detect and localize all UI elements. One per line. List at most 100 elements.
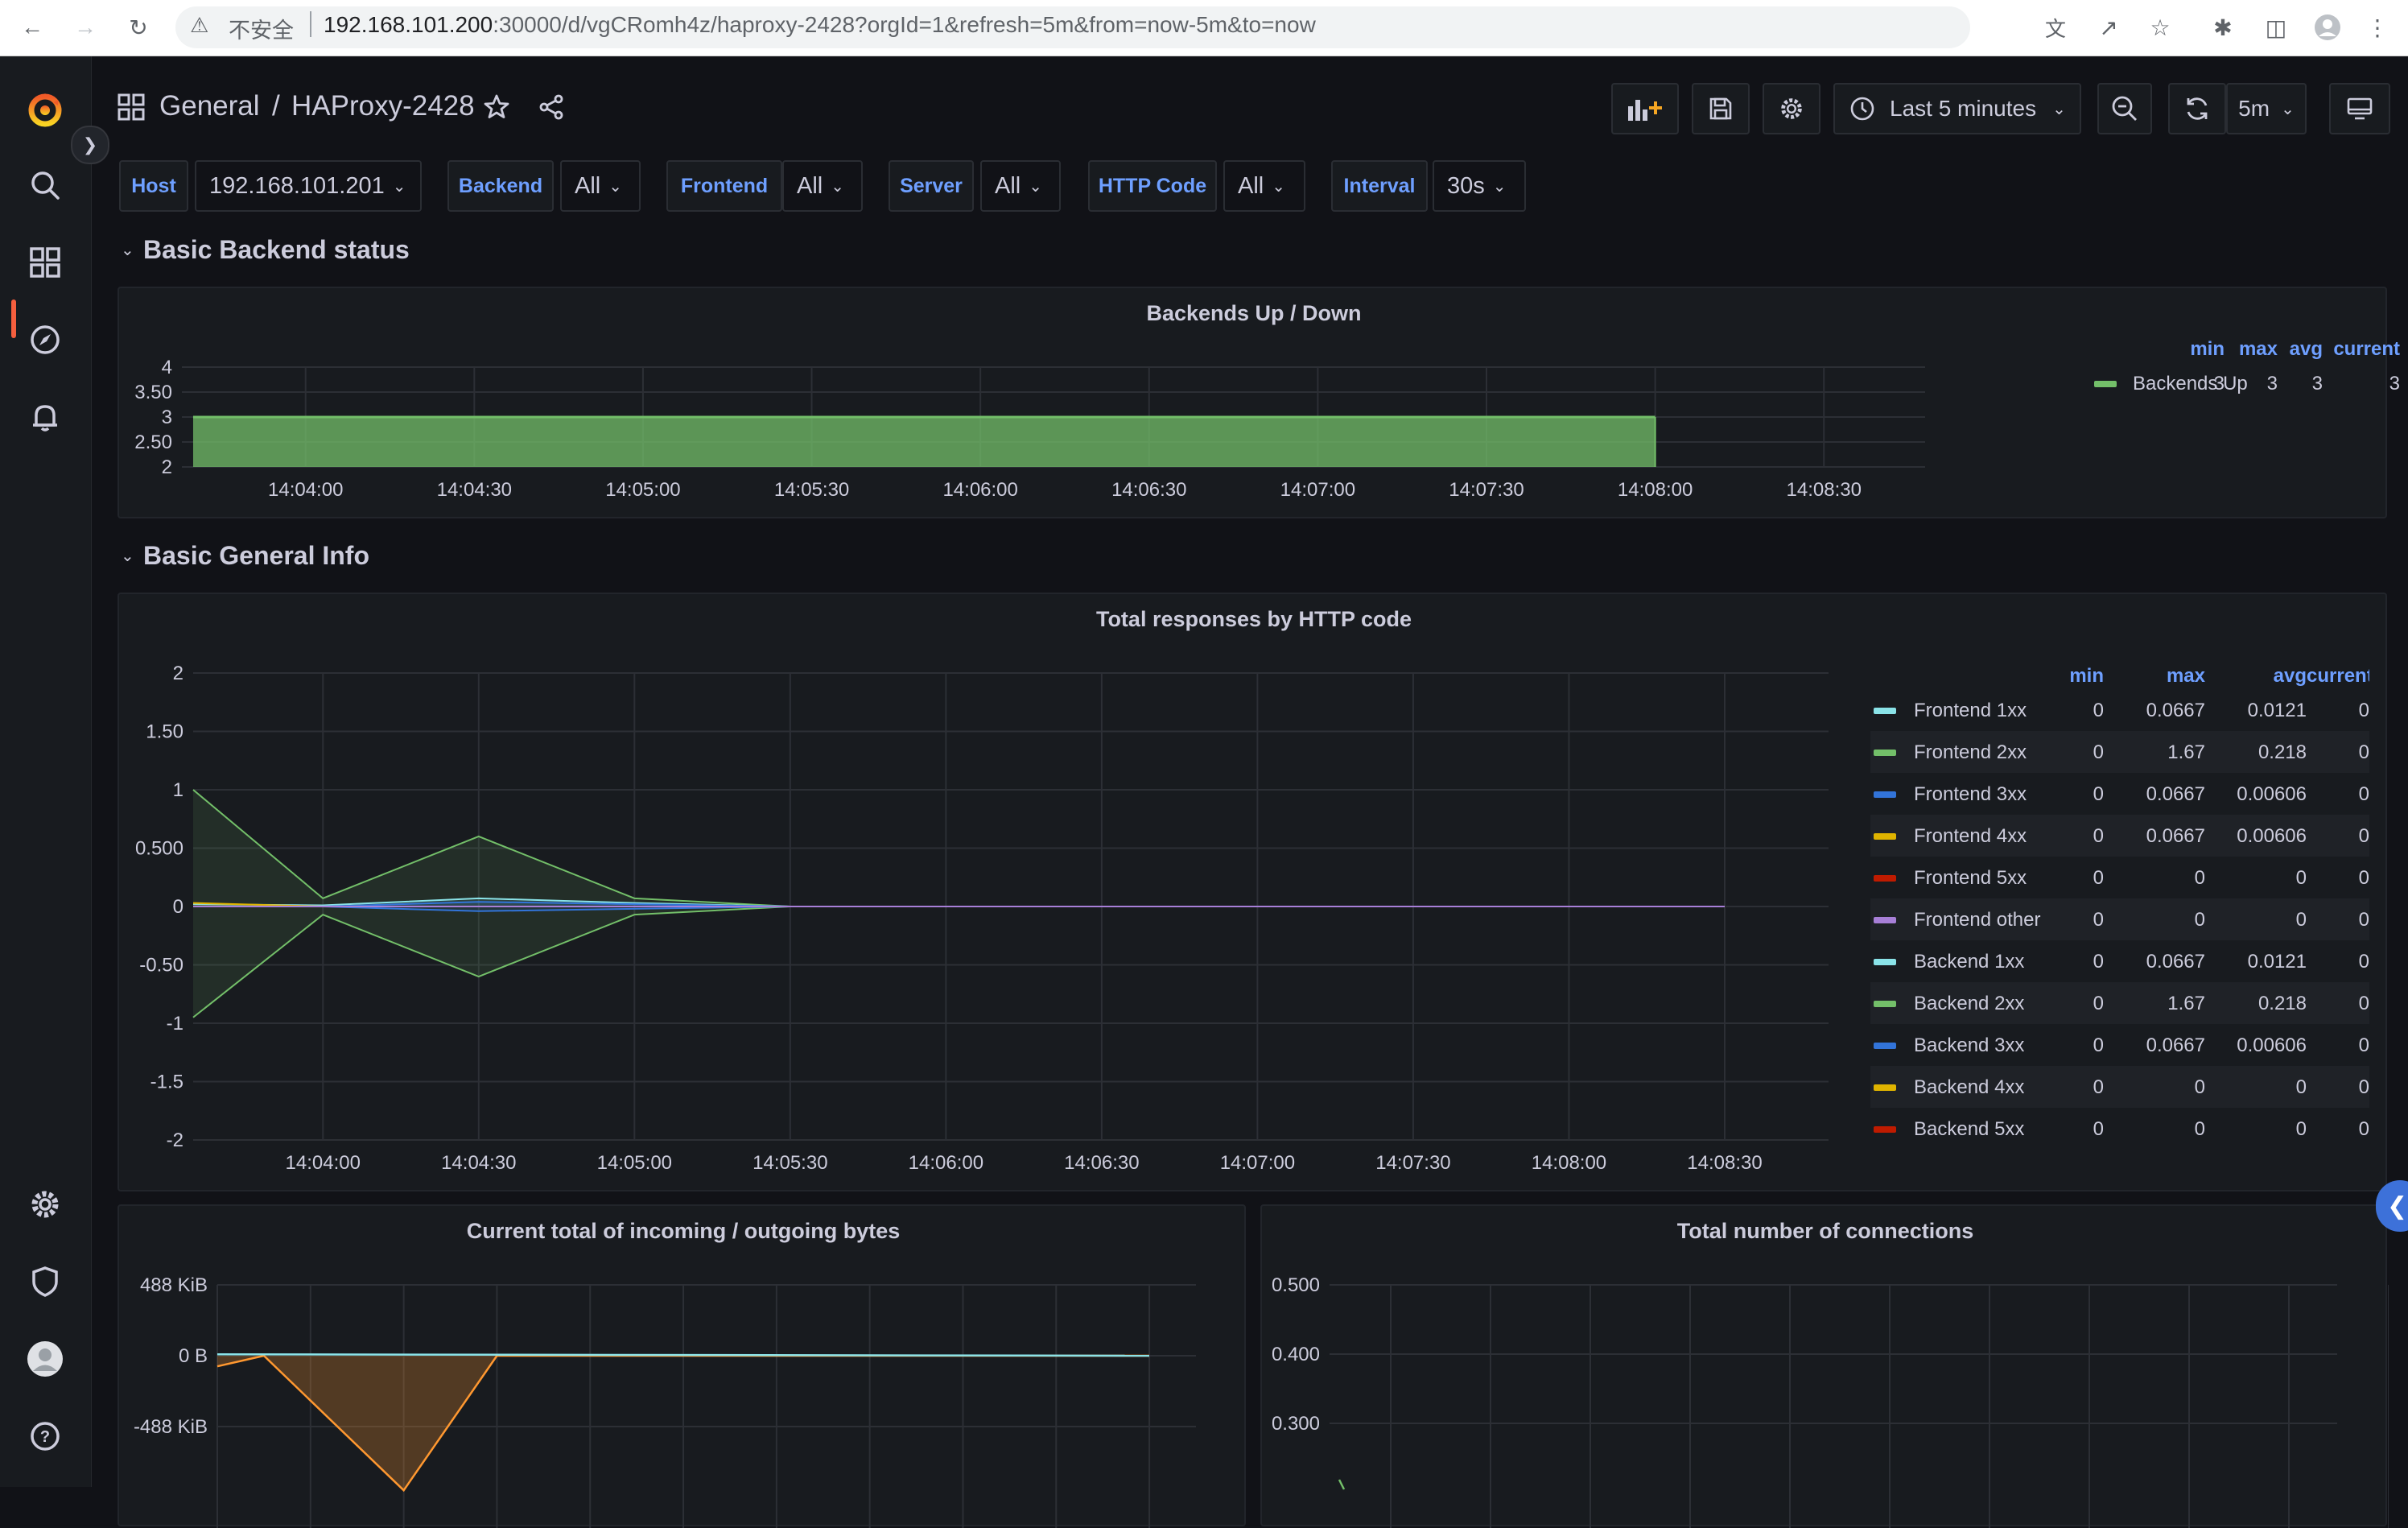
help-icon[interactable]: ? <box>24 1415 66 1457</box>
bookmark-star-icon[interactable]: ☆ <box>2150 14 2171 40</box>
legend-header-current[interactable]: current <box>2333 338 2400 360</box>
address-bar[interactable] <box>175 6 1970 48</box>
add-panel-button[interactable] <box>1611 83 1679 134</box>
variable-value-backend: All <box>575 172 601 199</box>
panel-connections: Total number of connections 0.500 0.400 0.… <box>1260 1204 2389 1528</box>
row-collapse-chevron-icon[interactable]: ⌄ <box>121 547 134 565</box>
user-avatar[interactable] <box>24 1338 66 1380</box>
panel-title[interactable]: Total responses by HTTP code <box>1095 607 1412 631</box>
dashboard-title[interactable]: HAProxy-2428 <box>291 90 475 122</box>
variable-select-frontend[interactable]: All ⌄ <box>782 160 863 212</box>
profile-icon[interactable] <box>2311 11 2344 43</box>
connections-chart[interactable]: 0.500 0.400 0.300 <box>1262 1206 2389 1528</box>
y-tick-label: 4 <box>162 357 172 378</box>
y-tick-label: 1 <box>173 779 183 801</box>
variable-select-host[interactable]: 192.168.101.201 ⌄ <box>195 160 422 212</box>
bytes-chart[interactable]: 488 KiB 0 B -488 KiB <box>119 1206 1247 1528</box>
legend-name: Backend 4xx <box>1914 1076 2025 1098</box>
legend-swatch <box>1874 1001 1896 1007</box>
legend-item[interactable]: Backend 1xx 0 0.0667 0.0121 0 <box>1870 940 2369 982</box>
legend-item[interactable]: Frontend 5xx 0 0 0 0 <box>1870 857 2369 898</box>
search-icon[interactable] <box>24 164 66 206</box>
time-range-label: Last 5 minutes <box>1890 96 2037 121</box>
translate-icon[interactable]: 文 <box>2044 16 2066 41</box>
warning-icon[interactable]: ⚠ <box>190 13 209 37</box>
collapse-sidebar-tab[interactable]: ❮ <box>2376 1180 2408 1232</box>
row-collapse-chevron-icon[interactable]: ⌄ <box>121 242 134 259</box>
legend-max: 0 <box>2194 909 2205 931</box>
legend-item[interactable]: Backend 5xx 0 0 0 0 <box>1870 1108 2369 1150</box>
panel-title[interactable]: Current total of incoming / outgoing byt… <box>466 1219 901 1243</box>
url-text[interactable]: 192.168.101.200:30000/d/vgCRomh4z/haprox… <box>324 12 1316 38</box>
legend-avg: 0.0121 <box>2247 951 2307 973</box>
dashboards-icon[interactable] <box>24 242 66 283</box>
breadcrumb-folder[interactable]: General <box>159 90 260 122</box>
grafana-logo-icon[interactable] <box>24 89 66 130</box>
x-tick-label: 14:04:00 <box>286 1152 361 1174</box>
star-icon[interactable] <box>483 93 510 125</box>
chevron-down-icon: ⌄ <box>1029 177 1042 196</box>
back-icon[interactable]: ← <box>21 14 43 39</box>
legend-item[interactable]: Frontend 2xx 0 1.67 0.218 0 <box>1870 731 2369 773</box>
refresh-button[interactable] <box>2168 83 2226 134</box>
backends-chart[interactable]: 4 3.50 3 2.50 2 14:04:00 14:04:30 14:05:00 14:05… <box>119 288 2035 520</box>
time-picker-button[interactable]: Last 5 minutes ⌄ <box>1833 83 2081 134</box>
legend-header-current[interactable]: current <box>2307 665 2369 687</box>
legend-swatch <box>1874 833 1896 840</box>
zoom-out-button[interactable] <box>2097 83 2152 134</box>
share-icon[interactable] <box>538 93 565 125</box>
share-page-icon[interactable]: ↗ <box>2099 14 2118 40</box>
legend-item[interactable]: Backend 3xx 0 0.0667 0.00606 0 <box>1870 1024 2369 1066</box>
variable-select-interval[interactable]: 30s ⌄ <box>1433 160 1526 212</box>
variable-select-http-code[interactable]: All ⌄ <box>1223 160 1305 212</box>
chevron-down-icon: ⌄ <box>2052 100 2066 118</box>
legend-item[interactable]: Backend 4xx 0 0 0 0 <box>1870 1066 2369 1108</box>
legend-current: 0 <box>2358 1076 2369 1098</box>
http-codes-chart[interactable]: 2 1.50 1 0.500 0 -0.50 -1 -1.5 -2 14:04:00 14:04:3… <box>119 594 1970 1193</box>
panel-title[interactable]: Total number of connections <box>1676 1219 1974 1243</box>
browser-menu-icon[interactable]: ⋮ <box>2366 14 2389 40</box>
variable-select-server[interactable]: All ⌄ <box>980 160 1061 212</box>
legend-min: 0 <box>2093 700 2104 721</box>
side-panel-icon[interactable]: ◫ <box>2265 14 2287 40</box>
legend-item[interactable]: Frontend 3xx 0 0.0667 0.00606 0 <box>1870 773 2369 815</box>
panel-title[interactable]: Backends Up / Down <box>1146 301 1362 325</box>
legend-item[interactable]: Backends Up 3 3 3 3 <box>1962 362 2400 404</box>
extensions-icon[interactable]: ✱ <box>2213 14 2233 40</box>
forward-icon[interactable]: → <box>74 14 97 39</box>
legend-max: 0.0667 <box>2146 1034 2205 1056</box>
insecure-label[interactable]: 不安全 <box>229 19 294 43</box>
configuration-gear-icon[interactable] <box>24 1183 66 1225</box>
legend-item[interactable]: Backend 2xx 0 1.67 0.218 0 <box>1870 982 2369 1024</box>
legend-backends: min max avg current Backends Up 3 3 3 3 <box>1962 338 2400 435</box>
variable-select-backend[interactable]: All ⌄ <box>560 160 641 212</box>
legend-header-avg[interactable]: avg <box>2273 665 2307 687</box>
legend-header-max[interactable]: max <box>2238 338 2278 360</box>
x-tick-label: 14:06:30 <box>1111 479 1186 501</box>
legend-item[interactable]: Frontend 4xx 0 0.0667 0.00606 0 <box>1870 815 2369 857</box>
side-menu: ? <box>0 56 92 1487</box>
refresh-interval-picker[interactable]: 5m ⌄ <box>2226 83 2307 134</box>
legend-item[interactable]: Frontend other 0 0 0 0 <box>1870 898 2369 940</box>
legend-header-avg[interactable]: avg <box>2289 338 2323 360</box>
save-dashboard-button[interactable] <box>1692 83 1750 134</box>
row-title-backend-status[interactable]: Basic Backend status <box>143 235 410 264</box>
legend-swatch <box>1874 1126 1896 1133</box>
legend-item[interactable]: Frontend 1xx 0 0.0667 0.0121 0 <box>1870 689 2369 731</box>
legend-header-min[interactable]: min <box>2190 338 2225 360</box>
server-admin-shield-icon[interactable] <box>24 1261 66 1303</box>
y-tick-label: 0.500 <box>1272 1274 1320 1296</box>
legend-header-min[interactable]: min <box>2069 665 2104 687</box>
legend-max: 0.0667 <box>2146 783 2205 805</box>
expand-menu-button[interactable]: ❯ <box>71 126 109 164</box>
tv-mode-button[interactable] <box>2329 83 2390 134</box>
row-title-general-info[interactable]: Basic General Info <box>143 541 369 570</box>
x-tick-label: 14:05:00 <box>597 1152 672 1174</box>
alerting-bell-icon[interactable] <box>24 396 66 438</box>
y-tick-label: 0.500 <box>135 838 183 860</box>
reload-icon[interactable]: ↻ <box>129 14 148 40</box>
legend-header-max[interactable]: max <box>2166 665 2205 687</box>
legend-current: 0 <box>2358 1118 2369 1140</box>
explore-icon[interactable] <box>24 319 66 361</box>
dashboard-settings-button[interactable] <box>1763 83 1820 134</box>
